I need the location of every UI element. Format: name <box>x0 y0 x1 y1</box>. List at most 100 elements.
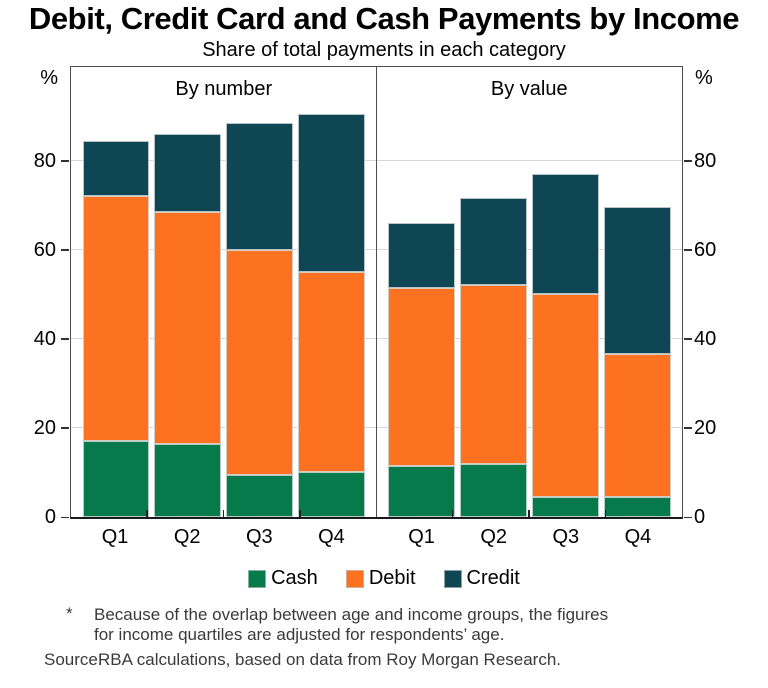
panel-by-number: By number <box>71 67 377 517</box>
legend-item-debit: Debit <box>345 567 416 590</box>
bar-q4-by-number <box>298 113 365 517</box>
y-tick-label: 60 <box>694 238 717 261</box>
source-label: Source: <box>44 650 103 669</box>
bar-slot <box>531 67 599 517</box>
x-label-q3: Q3 <box>245 526 273 548</box>
y-tick-right <box>684 427 692 429</box>
panel-by-value: By value <box>377 67 683 517</box>
legend-swatch-cash <box>248 569 267 588</box>
segment-debit <box>459 285 527 464</box>
segment-credit <box>226 122 294 250</box>
segment-credit <box>82 140 150 197</box>
segment-debit <box>82 196 150 442</box>
chart-subtitle: Share of total payments in each category <box>202 39 566 61</box>
legend-swatch-debit <box>345 569 364 588</box>
chart-title: Debit, Credit Card and Cash Payments by … <box>28 1 740 36</box>
segment-credit <box>154 133 222 212</box>
segment-cash <box>603 496 671 517</box>
bar-q3-by-value <box>531 173 599 517</box>
x-label-q1: Q1 <box>101 526 129 548</box>
footnote-marker: * <box>66 604 73 623</box>
plot-area: By number By value <box>61 66 692 519</box>
x-axis-tick <box>146 510 148 517</box>
y-tick-left <box>61 516 69 518</box>
segment-cash <box>298 472 365 517</box>
y-tick-left <box>61 249 69 251</box>
segment-credit <box>531 173 599 295</box>
legend: Cash Debit Credit <box>0 567 768 590</box>
bar-slot <box>388 67 455 517</box>
x-axis-tick <box>604 510 607 517</box>
y-axis-unit-right: % <box>695 67 713 89</box>
y-tick-label: 40 <box>694 327 717 350</box>
x-label-group-by-value: Q1 Q2 Q3 Q4 <box>377 523 684 551</box>
y-tick-left <box>61 160 69 162</box>
y-tick-label: 40 <box>33 327 56 350</box>
y-tick-right <box>684 338 692 340</box>
panel-divider <box>375 67 378 517</box>
segment-debit <box>603 354 671 497</box>
segment-debit <box>531 294 599 497</box>
bar-slot <box>459 67 527 517</box>
segment-cash <box>459 463 527 517</box>
source-text: RBA calculations, based on data from Roy… <box>98 650 562 669</box>
bar-slot <box>298 67 365 517</box>
bar-q4-by-value <box>603 207 671 517</box>
y-tick-left <box>61 427 69 429</box>
bar-slot <box>154 67 222 517</box>
y-tick-left <box>61 338 69 340</box>
y-axis-left: % 0 20 40 60 80 <box>0 66 62 528</box>
segment-cash <box>154 443 222 517</box>
y-tick-right <box>684 516 692 518</box>
bar-slot <box>603 67 671 517</box>
y-tick-label: 80 <box>33 149 56 172</box>
x-label-q4: Q4 <box>624 526 652 548</box>
bar-q2-by-number <box>154 133 222 517</box>
legend-label-cash: Cash <box>271 567 318 589</box>
legend-label-debit: Debit <box>368 567 416 589</box>
y-axis-unit-left: % <box>40 67 58 89</box>
segment-cash <box>82 441 150 517</box>
segment-cash <box>531 496 599 517</box>
y-tick-right <box>684 160 692 162</box>
segment-credit <box>603 207 671 355</box>
panel-label-by-number: By number <box>175 78 273 100</box>
segment-debit <box>298 271 365 473</box>
x-axis-tick <box>528 510 530 517</box>
segment-debit <box>154 211 222 444</box>
footnote-line-1: Because of the overlap between age and i… <box>94 605 609 624</box>
x-label-group-by-number: Q1 Q2 Q3 Q4 <box>70 523 377 551</box>
segment-credit <box>459 198 527 286</box>
legend-item-credit: Credit <box>443 567 520 590</box>
panel-label-by-value: By value <box>490 78 568 100</box>
y-tick-label: 0 <box>44 506 56 528</box>
bar-q3-by-number <box>226 122 294 517</box>
y-tick-label: 20 <box>33 416 56 439</box>
x-label-q3: Q3 <box>552 526 580 548</box>
x-label-q1: Q1 <box>408 526 435 548</box>
x-axis-tick <box>299 510 301 517</box>
bar-q2-by-value <box>459 198 527 517</box>
bar-q1-by-number <box>82 140 150 517</box>
bar-q1-by-value <box>388 222 455 517</box>
segment-credit <box>388 222 455 288</box>
footnote: Because of the overlap between age and i… <box>94 605 694 645</box>
x-label-q4: Q4 <box>318 526 345 548</box>
y-tick-label: 20 <box>694 416 717 439</box>
legend-label-credit: Credit <box>466 567 520 589</box>
segment-debit <box>226 249 294 475</box>
y-tick-right <box>684 249 692 251</box>
segment-cash <box>388 465 455 517</box>
legend-item-cash: Cash <box>248 567 318 590</box>
bar-slot <box>82 67 150 517</box>
segment-credit <box>298 113 365 272</box>
y-tick-label: 80 <box>694 149 717 172</box>
segment-debit <box>388 287 455 466</box>
y-tick-label: 60 <box>33 238 56 261</box>
x-axis-labels: Q1 Q2 Q3 Q4 Q1 Q2 Q3 Q4 <box>70 523 683 551</box>
x-label-q2: Q2 <box>173 526 201 548</box>
bar-slot <box>226 67 294 517</box>
x-label-q2: Q2 <box>480 526 508 548</box>
legend-swatch-credit <box>443 569 462 588</box>
